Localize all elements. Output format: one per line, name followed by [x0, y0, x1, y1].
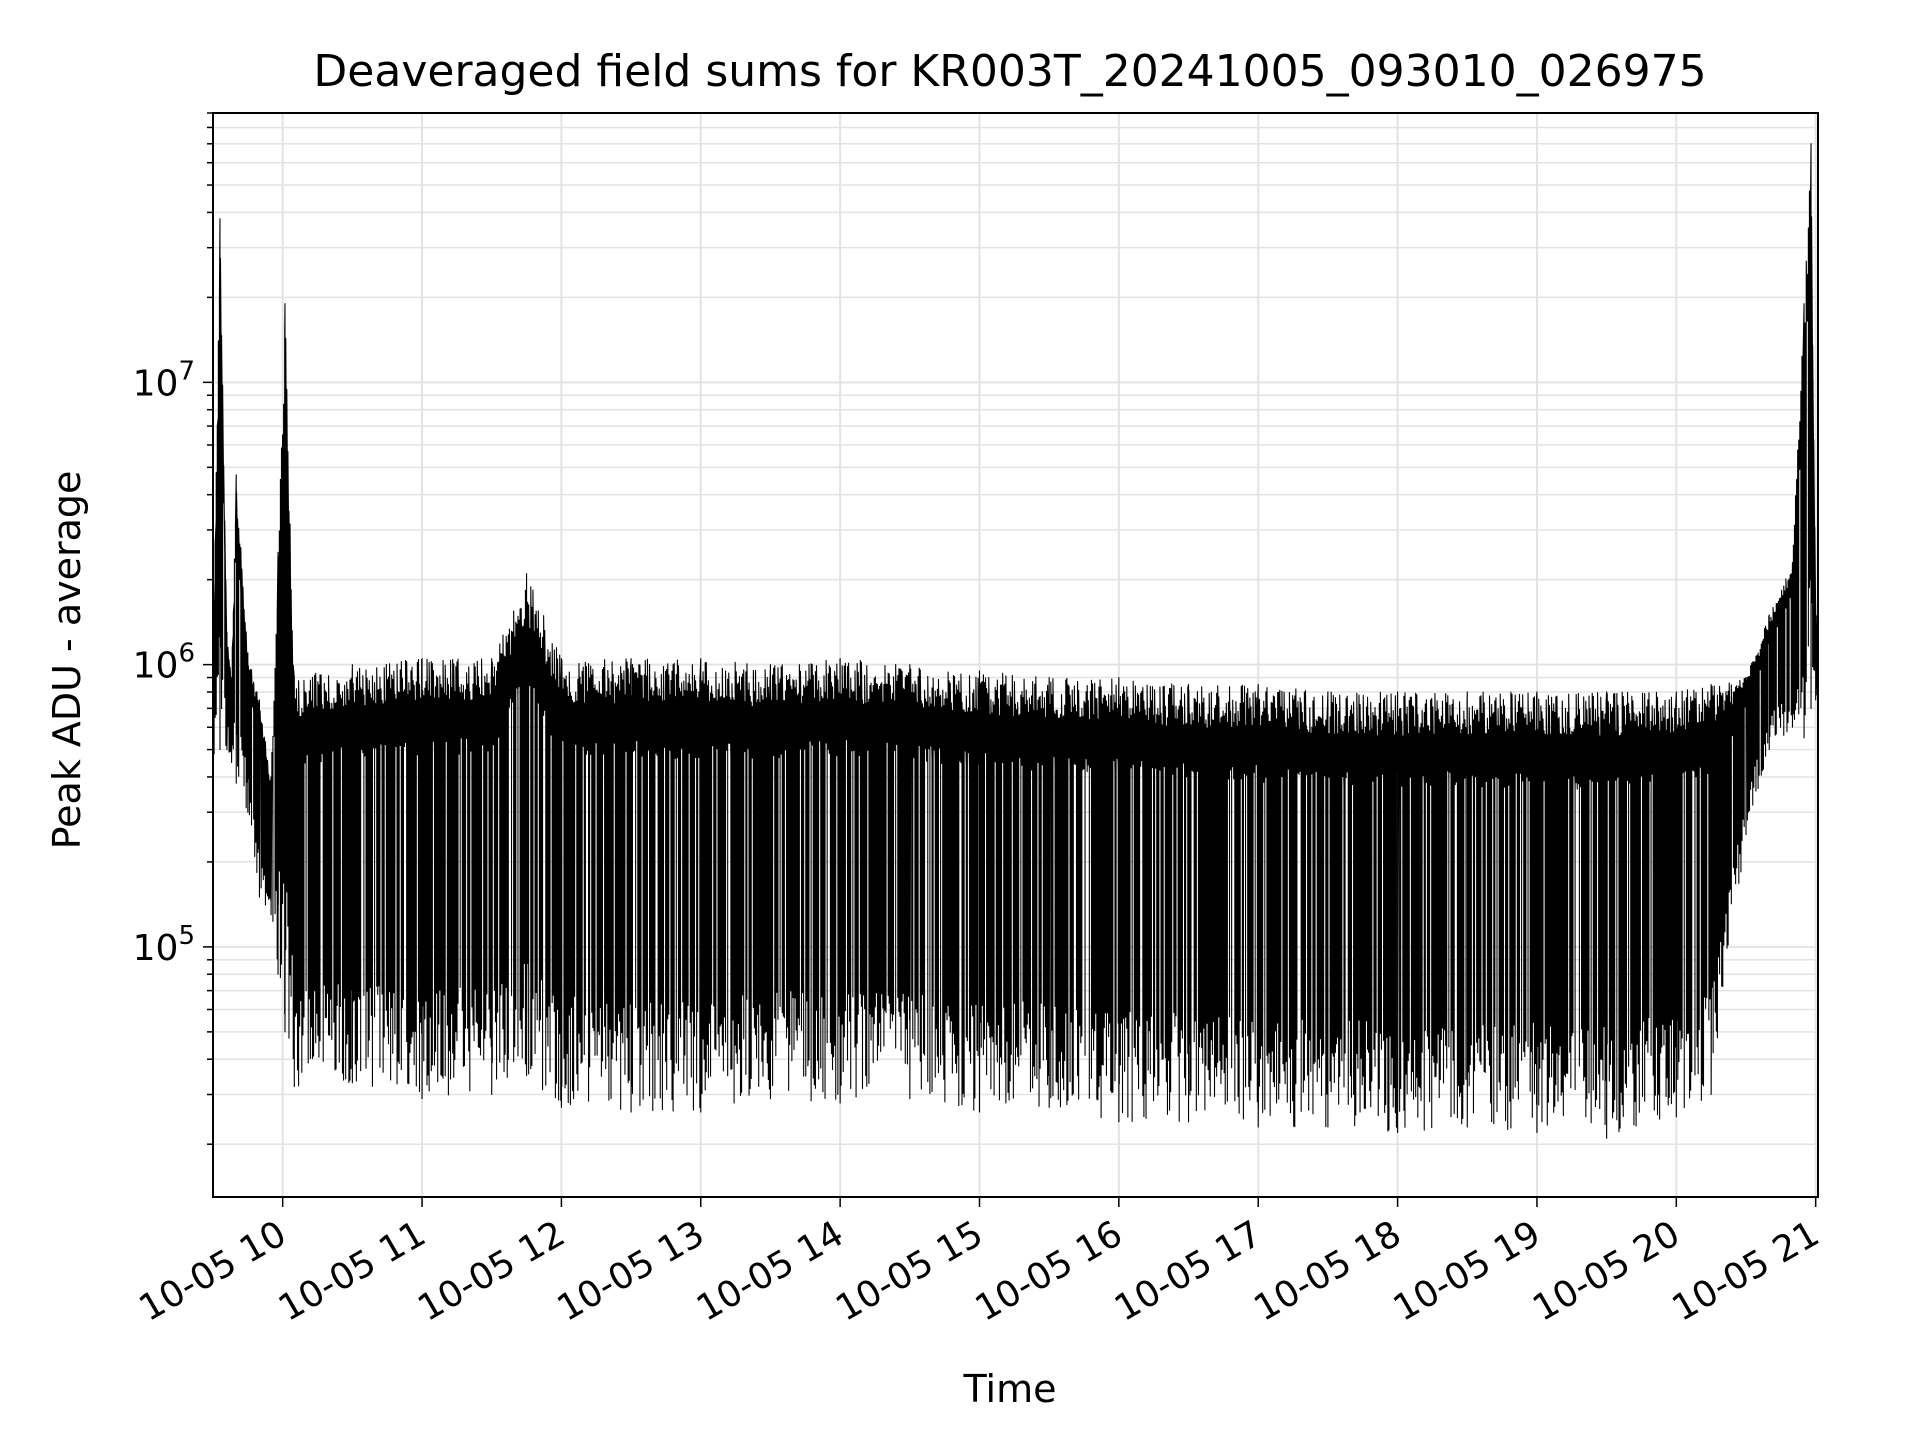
series-line	[212, 143, 1819, 1139]
plot-frame	[212, 112, 1819, 1198]
x-tick-label: 10-05 17	[1108, 1213, 1269, 1329]
x-tick-label: 10-05 18	[1247, 1213, 1408, 1329]
series-layer	[212, 143, 1819, 1139]
y-tick-label: 105	[133, 921, 195, 969]
x-tick-label: 10-05 11	[272, 1213, 433, 1329]
x-tick-label: 10-05 15	[829, 1213, 990, 1329]
x-tick-label: 10-05 12	[411, 1213, 572, 1329]
x-tick-label: 10-05 14	[690, 1213, 851, 1329]
x-tick-label: 10-05 21	[1666, 1213, 1827, 1329]
y-axis-label: Peak ADU - average	[45, 471, 89, 850]
x-tick-label: 10-05 16	[969, 1213, 1130, 1329]
x-tick-label: 10-05 20	[1526, 1213, 1687, 1329]
y-tick-label: 106	[133, 639, 195, 687]
y-tick-label: 107	[133, 356, 195, 404]
x-tick-label: 10-05 13	[551, 1213, 712, 1329]
x-axis-label: Time	[963, 1367, 1057, 1411]
x-tick-label: 10-05 19	[1387, 1213, 1548, 1329]
chart-title: Deaveraged field sums for KR003T_2024100…	[313, 46, 1706, 97]
x-tick-label: 10-05 10	[133, 1213, 294, 1329]
